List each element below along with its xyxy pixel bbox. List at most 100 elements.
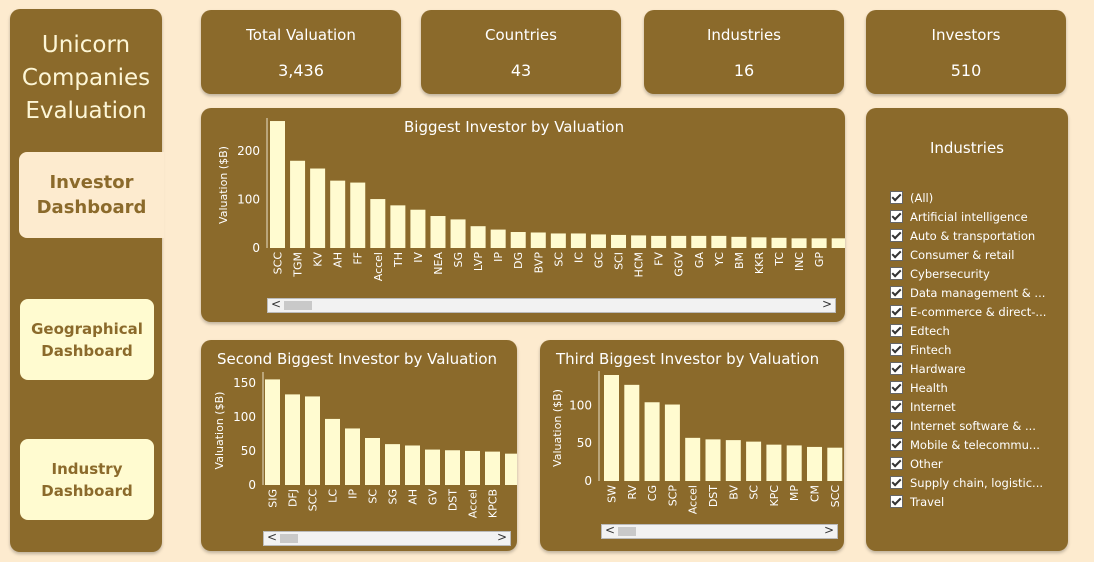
filter-item[interactable]: Edtech: [890, 321, 1046, 340]
bar[interactable]: [711, 235, 727, 248]
scroll-left-icon[interactable]: <: [605, 523, 616, 537]
bar[interactable]: [385, 444, 400, 485]
bar[interactable]: [485, 451, 500, 485]
scroll-thumb[interactable]: [284, 301, 312, 310]
bar[interactable]: [725, 440, 741, 481]
checkbox-checked-icon[interactable]: [890, 248, 903, 261]
bar[interactable]: [345, 428, 360, 485]
checkbox-checked-icon[interactable]: [890, 362, 903, 375]
bar[interactable]: [685, 437, 701, 481]
filter-item[interactable]: E-commerce & direct-...: [890, 302, 1046, 321]
bar[interactable]: [570, 233, 586, 248]
bar[interactable]: [450, 219, 466, 248]
bar[interactable]: [330, 180, 346, 248]
filter-item[interactable]: Artificial intelligence: [890, 207, 1046, 226]
bar[interactable]: [831, 238, 845, 248]
bar[interactable]: [290, 160, 306, 248]
bar[interactable]: [510, 232, 526, 248]
checkbox-checked-icon[interactable]: [890, 210, 903, 223]
bar[interactable]: [490, 229, 506, 248]
filter-item[interactable]: Mobile & telecommu...: [890, 435, 1046, 454]
bar[interactable]: [505, 453, 517, 485]
checkbox-checked-icon[interactable]: [890, 457, 903, 470]
scroll-right-icon[interactable]: >: [496, 530, 507, 544]
checkbox-checked-icon[interactable]: [890, 438, 903, 451]
checkbox-checked-icon[interactable]: [890, 229, 903, 242]
bar[interactable]: [771, 237, 787, 248]
filter-item[interactable]: Data management & ...: [890, 283, 1046, 302]
filter-item[interactable]: Internet software & ...: [890, 416, 1046, 435]
bar[interactable]: [791, 238, 807, 248]
checkbox-checked-icon[interactable]: [890, 191, 903, 204]
bar[interactable]: [786, 445, 802, 481]
checkbox-checked-icon[interactable]: [890, 381, 903, 394]
bar[interactable]: [624, 384, 640, 481]
bar[interactable]: [807, 446, 822, 481]
scroll-left-icon[interactable]: <: [267, 530, 278, 544]
scroll-left-icon[interactable]: <: [271, 297, 282, 311]
bar[interactable]: [285, 394, 300, 485]
bar[interactable]: [691, 235, 707, 248]
filter-item[interactable]: Travel: [890, 492, 1046, 511]
bar[interactable]: [265, 379, 280, 485]
filter-item[interactable]: Supply chain, logistic...: [890, 473, 1046, 492]
filter-item[interactable]: Cybersecurity: [890, 264, 1046, 283]
bar[interactable]: [631, 235, 647, 248]
bar[interactable]: [651, 235, 667, 248]
checkbox-checked-icon[interactable]: [890, 400, 903, 413]
bar[interactable]: [671, 235, 687, 248]
bar[interactable]: [550, 233, 566, 248]
bar[interactable]: [705, 439, 721, 481]
bar[interactable]: [405, 445, 420, 485]
checkbox-checked-icon[interactable]: [890, 476, 903, 489]
bar[interactable]: [827, 447, 843, 481]
filter-item[interactable]: Fintech: [890, 340, 1046, 359]
nav-geographical-dashboard-button[interactable]: Geographical Dashboard: [20, 299, 154, 380]
checkbox-checked-icon[interactable]: [890, 324, 903, 337]
scroll-thumb[interactable]: [618, 527, 636, 536]
horizontal-scrollbar[interactable]: < >: [267, 297, 836, 313]
bar[interactable]: [611, 234, 627, 248]
bar[interactable]: [390, 205, 406, 248]
checkbox-checked-icon[interactable]: [890, 267, 903, 280]
bar[interactable]: [365, 437, 380, 485]
filter-item[interactable]: Hardware: [890, 359, 1046, 378]
bar[interactable]: [644, 402, 660, 481]
checkbox-checked-icon[interactable]: [890, 419, 903, 432]
bar[interactable]: [410, 209, 426, 248]
scroll-thumb[interactable]: [280, 534, 298, 543]
bar[interactable]: [445, 450, 460, 485]
bar[interactable]: [664, 404, 680, 481]
bar[interactable]: [746, 441, 762, 481]
horizontal-scrollbar[interactable]: < >: [263, 530, 511, 546]
nav-investor-dashboard-button[interactable]: Investor Dashboard: [19, 152, 164, 238]
nav-industry-dashboard-button[interactable]: Industry Dashboard: [20, 439, 154, 520]
bar[interactable]: [766, 444, 782, 481]
bar[interactable]: [305, 396, 320, 485]
bar[interactable]: [350, 182, 366, 248]
bar[interactable]: [751, 237, 767, 248]
filter-item[interactable]: Health: [890, 378, 1046, 397]
bar[interactable]: [270, 121, 285, 248]
checkbox-checked-icon[interactable]: [890, 305, 903, 318]
bar[interactable]: [370, 199, 386, 248]
bar[interactable]: [604, 375, 619, 481]
scroll-right-icon[interactable]: >: [821, 297, 832, 311]
bar[interactable]: [430, 216, 446, 248]
scroll-right-icon[interactable]: >: [823, 523, 834, 537]
bar[interactable]: [425, 449, 440, 485]
checkbox-checked-icon[interactable]: [890, 286, 903, 299]
bar[interactable]: [470, 226, 486, 248]
bar[interactable]: [465, 450, 480, 485]
filter-item[interactable]: Internet: [890, 397, 1046, 416]
bar[interactable]: [590, 234, 606, 248]
bar[interactable]: [325, 418, 340, 485]
bar[interactable]: [731, 236, 747, 248]
checkbox-checked-icon[interactable]: [890, 343, 903, 356]
horizontal-scrollbar[interactable]: < >: [601, 523, 838, 539]
filter-item[interactable]: Auto & transportation: [890, 226, 1046, 245]
checkbox-checked-icon[interactable]: [890, 495, 903, 508]
filter-item[interactable]: Consumer & retail: [890, 245, 1046, 264]
bar[interactable]: [530, 232, 546, 248]
filter-item[interactable]: (All): [890, 188, 1046, 207]
